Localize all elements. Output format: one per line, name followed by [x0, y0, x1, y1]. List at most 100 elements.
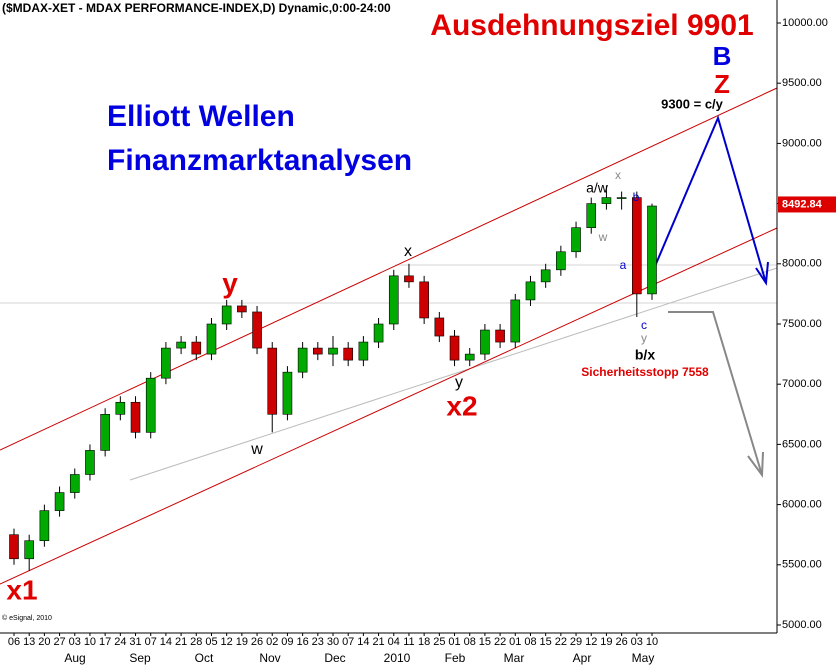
x-tick-label: 06 [8, 636, 20, 648]
annotation: a [620, 258, 627, 272]
trend-line [129, 267, 778, 481]
x-tick-label: 14 [160, 636, 172, 648]
annotation: Z [714, 69, 730, 99]
annotation: y [222, 267, 238, 298]
candle-body [297, 347, 308, 373]
channel-upper [0, 87, 778, 451]
candle-body [616, 197, 627, 199]
annotation: © eSignal, 2010 [2, 614, 52, 622]
candle-body [373, 323, 384, 343]
month-label: May [632, 651, 655, 665]
candle-body [358, 341, 369, 361]
x-tick-label: 27 [53, 636, 65, 648]
month-label: 2010 [384, 651, 411, 665]
annotation: b [633, 190, 640, 204]
x-tick-label: 24 [114, 636, 126, 648]
x-tick-label: 22 [555, 636, 567, 648]
x-tick-label: 30 [327, 636, 339, 648]
annotation: a/w [586, 180, 609, 196]
x-tick-label: 09 [281, 636, 293, 648]
candle-body [24, 540, 34, 560]
y-tick-label: 9000.00 [782, 137, 822, 149]
candle-body [449, 335, 460, 361]
annotation: w [250, 441, 263, 458]
candle-body [495, 329, 505, 343]
candle-body [237, 305, 247, 313]
x-tick-label: 02 [266, 636, 278, 648]
month-label: Dec [324, 651, 345, 665]
candle-body [586, 203, 597, 228]
arrow-head [747, 451, 764, 478]
candle-body [39, 510, 50, 542]
x-tick-label: 03 [69, 636, 81, 648]
x-tick-label: 19 [600, 636, 612, 648]
candle-body [571, 227, 581, 253]
x-tick-label: 07 [145, 636, 157, 648]
candle-body [419, 281, 429, 319]
x-tick-label: 25 [433, 636, 445, 648]
candle-body [328, 347, 338, 355]
y-tick-label: 8000.00 [782, 258, 822, 270]
x-tick-label: 04 [388, 636, 400, 648]
annotation: Elliott Wellen [107, 100, 295, 133]
candle-body [601, 197, 612, 204]
projection-arrow [649, 115, 767, 284]
month-label: Mar [504, 651, 525, 665]
x-tick-label: 14 [357, 636, 369, 648]
x-tick-label: 11 [403, 636, 414, 648]
x-tick-label: 20 [38, 636, 50, 648]
month-label: Feb [445, 651, 466, 665]
candle-body [206, 323, 217, 355]
annotation: x [615, 168, 621, 182]
x-tick-label: 13 [23, 636, 35, 648]
candle-body [85, 450, 95, 475]
x-tick-label: 05 [205, 636, 217, 648]
x-tick-label: 22 [494, 636, 506, 648]
y-tick-label: 6000.00 [782, 499, 822, 511]
x-tick-label: 21 [175, 636, 187, 648]
candle-body [176, 341, 186, 349]
y-tick-label: 9500.00 [782, 77, 822, 89]
y-tick-label: 7500.00 [782, 318, 822, 330]
candle-body [282, 371, 293, 415]
last-price: 8492.84 [782, 198, 823, 210]
y-tick-label: 5000.00 [782, 619, 822, 631]
annotation: 9300 = c/y [661, 96, 724, 111]
candle-body [161, 347, 171, 379]
annotation: x [404, 243, 412, 260]
x-tick-label: 16 [296, 636, 308, 648]
stop-arrow [668, 311, 763, 476]
x-tick-label: 01 [509, 636, 521, 648]
candle-body [100, 413, 110, 451]
x-tick-label: 26 [251, 636, 263, 648]
candle-body [388, 275, 399, 325]
annotation: b/x [635, 347, 655, 363]
x-tick-label: 03 [631, 636, 643, 648]
candle-body [54, 492, 65, 511]
annotation: B [713, 41, 732, 71]
candle-body [632, 197, 642, 295]
x-tick-label: 08 [524, 636, 536, 648]
x-tick-label: 10 [84, 636, 96, 648]
candle-body [556, 251, 566, 271]
month-label: Nov [259, 651, 280, 665]
x-tick-label: 10 [646, 636, 658, 648]
candle-body [252, 311, 262, 349]
candle-body [145, 377, 156, 433]
x-tick-label: 01 [448, 636, 460, 648]
candle-body [464, 353, 475, 361]
x-tick-label: 19 [236, 636, 248, 648]
x-tick-label: 31 [129, 636, 141, 648]
candle-body [9, 534, 19, 560]
candle-body [343, 347, 353, 361]
arrow-head [755, 261, 769, 286]
annotation: y [641, 331, 647, 345]
month-label: Sep [129, 651, 151, 665]
last-price-box [778, 196, 836, 213]
chart-title: ($MDAX-XET - MDAX PERFORMANCE-INDEX,D) D… [2, 1, 391, 15]
candle-body [267, 347, 278, 415]
annotation: w [598, 230, 608, 244]
x-tick-label: 15 [479, 636, 491, 648]
